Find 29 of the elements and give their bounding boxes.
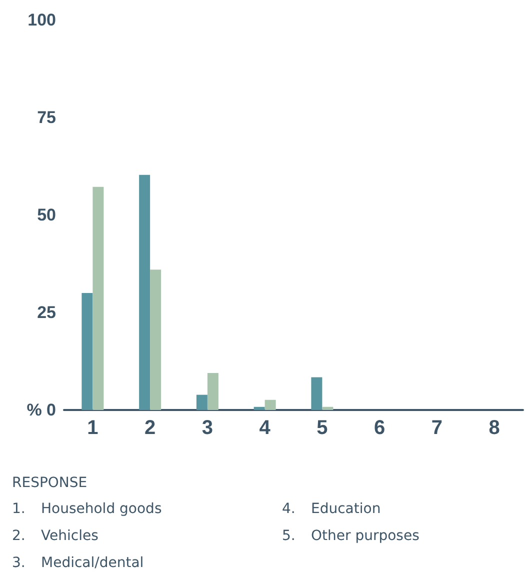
x-tick-label: 4: [259, 417, 272, 439]
x-tick-label: 6: [374, 417, 386, 439]
bar: [311, 377, 322, 410]
y-tick-label: % 0: [26, 400, 56, 420]
bar: [196, 394, 208, 410]
text: 2. Vehicles: [12, 527, 100, 546]
x-tick-label: 8: [488, 417, 500, 439]
bar: [254, 406, 265, 410]
y-tick-label: 100: [28, 10, 56, 30]
bar: [322, 406, 334, 410]
text: 3. Medical/dental: [12, 554, 145, 573]
y-tick-label: 25: [37, 303, 56, 322]
x-tick-label: 5: [316, 417, 328, 439]
y-tick-label: 50: [37, 206, 56, 224]
text: 5. Other purposes: [282, 527, 420, 546]
text: 4. Education: [282, 500, 382, 519]
text: RESPONSE: [12, 474, 88, 493]
bar: [207, 372, 218, 410]
bar: [139, 174, 150, 410]
bar: [82, 293, 93, 410]
bar: [92, 186, 104, 410]
text: 1. Household goods: [12, 500, 163, 519]
x-tick-label: 1: [87, 417, 98, 439]
bar: [264, 400, 276, 410]
x-tick-label: 3: [202, 417, 213, 439]
x-tick-label: 7: [431, 417, 442, 439]
bar: [150, 270, 162, 410]
y-tick-label: 75: [37, 108, 56, 127]
x-tick-label: 2: [144, 417, 156, 439]
